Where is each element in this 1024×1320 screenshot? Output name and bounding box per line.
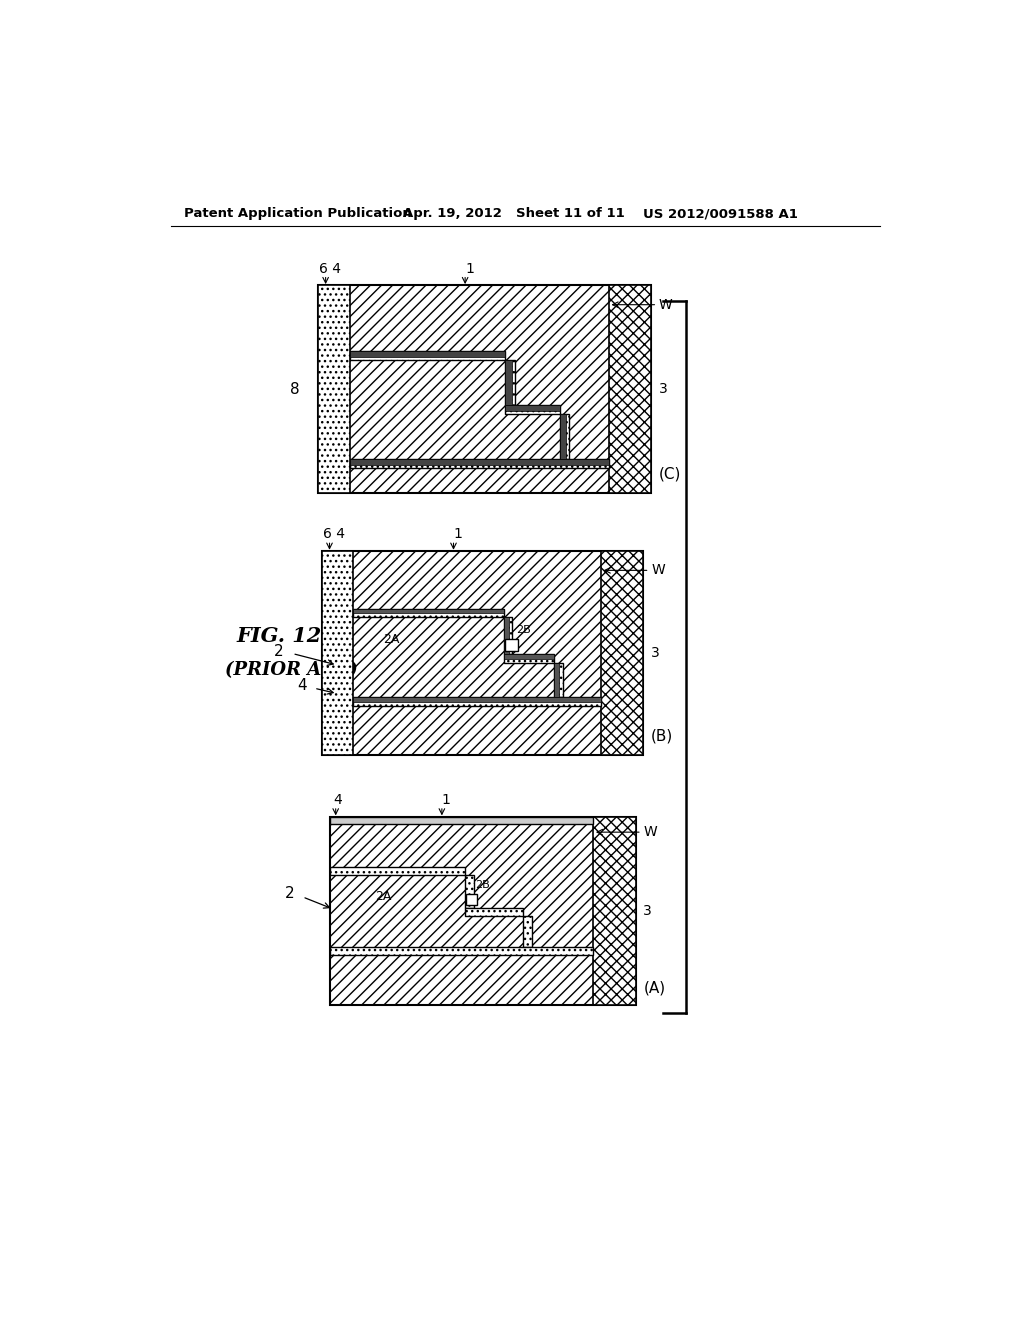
- Text: Apr. 19, 2012: Apr. 19, 2012: [403, 207, 502, 220]
- Bar: [554, 663, 563, 697]
- Text: 1: 1: [442, 793, 451, 807]
- Bar: [554, 663, 559, 697]
- Bar: [322, 552, 643, 755]
- Bar: [350, 459, 608, 469]
- Bar: [504, 655, 554, 663]
- Text: 2: 2: [285, 886, 294, 902]
- Text: 3: 3: [643, 904, 652, 917]
- Bar: [504, 655, 554, 659]
- Text: 1: 1: [454, 527, 463, 541]
- Text: US 2012/0091588 A1: US 2012/0091588 A1: [643, 207, 799, 220]
- Bar: [506, 405, 560, 414]
- Bar: [352, 697, 601, 706]
- Bar: [466, 894, 477, 904]
- Bar: [330, 867, 465, 875]
- Bar: [506, 360, 515, 405]
- Bar: [465, 875, 474, 908]
- Bar: [350, 351, 506, 358]
- Text: FIG. 12: FIG. 12: [237, 626, 322, 645]
- Text: 2A: 2A: [376, 890, 392, 903]
- Bar: [506, 405, 560, 411]
- Text: W: W: [658, 298, 673, 312]
- Bar: [593, 817, 636, 1006]
- Text: (B): (B): [651, 729, 674, 743]
- Text: 2B: 2B: [516, 624, 530, 635]
- Text: 1: 1: [465, 261, 474, 276]
- Bar: [560, 414, 566, 459]
- Text: 2A: 2A: [383, 634, 399, 647]
- Bar: [601, 552, 643, 755]
- Text: 8: 8: [290, 381, 299, 397]
- Text: 2: 2: [274, 644, 284, 659]
- Text: W: W: [651, 564, 665, 577]
- Text: 6 4: 6 4: [324, 527, 345, 541]
- Bar: [504, 618, 509, 655]
- Bar: [322, 552, 352, 755]
- Bar: [560, 414, 569, 459]
- Text: 4: 4: [298, 678, 307, 693]
- Text: 4: 4: [334, 793, 342, 807]
- Text: (C): (C): [658, 466, 681, 482]
- Text: 3: 3: [658, 383, 668, 396]
- Bar: [506, 639, 518, 651]
- Bar: [352, 609, 504, 614]
- Text: (PRIOR ART): (PRIOR ART): [225, 661, 357, 680]
- Bar: [330, 946, 593, 956]
- Bar: [330, 817, 636, 1006]
- Bar: [352, 609, 504, 618]
- Bar: [330, 817, 593, 825]
- Text: Patent Application Publication: Patent Application Publication: [183, 207, 412, 220]
- Bar: [317, 285, 350, 494]
- Bar: [504, 618, 512, 655]
- Text: 2B: 2B: [475, 879, 489, 890]
- Bar: [523, 916, 531, 946]
- Bar: [608, 285, 651, 494]
- Text: Sheet 11 of 11: Sheet 11 of 11: [515, 207, 625, 220]
- Bar: [352, 697, 601, 702]
- Text: 3: 3: [651, 645, 659, 660]
- Bar: [317, 285, 651, 494]
- Text: 6 4: 6 4: [319, 261, 341, 276]
- Bar: [506, 360, 512, 405]
- Bar: [350, 459, 608, 465]
- Bar: [465, 908, 523, 916]
- Bar: [350, 351, 506, 360]
- Text: W: W: [643, 825, 657, 840]
- Text: (A): (A): [643, 981, 666, 997]
